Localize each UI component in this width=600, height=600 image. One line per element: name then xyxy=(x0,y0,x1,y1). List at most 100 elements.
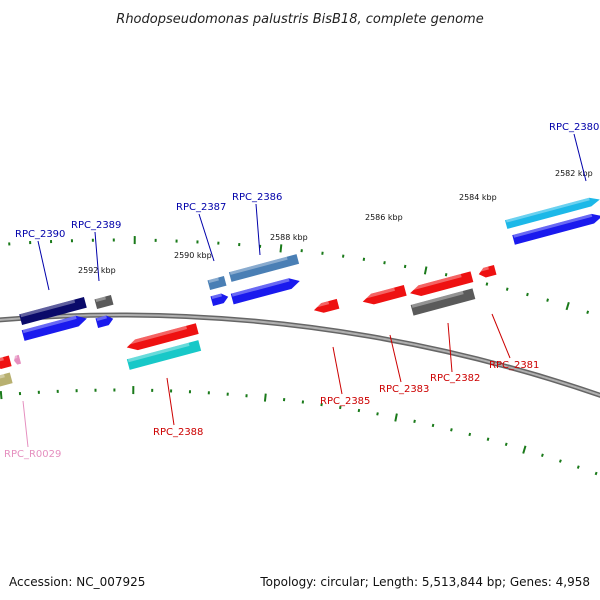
outer-track-tick xyxy=(423,266,428,275)
gene-label-rpc-2388: RPC_2388 xyxy=(153,427,203,438)
outer-track-tick xyxy=(300,249,303,253)
gene-feature-rpc-2381 xyxy=(478,264,497,278)
outer-track-tick xyxy=(444,273,448,277)
gene-feature-rpc-2381-body xyxy=(478,264,497,278)
gene-label-rpc-2389: RPC_2389 xyxy=(71,220,121,231)
outer-track-tick xyxy=(362,257,366,261)
tick-label: 2586 kbp xyxy=(365,213,403,222)
inner-track-tick xyxy=(486,437,490,441)
tick-label: 2582 kbp xyxy=(555,169,593,178)
gene-feature-rpc-2388 xyxy=(126,323,199,351)
tick-label: 2588 kbp xyxy=(270,233,308,242)
gene-feature-rpc-2390-body xyxy=(19,297,87,325)
accession-text: Accession: NC_007925 xyxy=(9,575,145,589)
gene-feature-rpc-2387-b-body xyxy=(210,293,229,307)
genome-summary-text: Topology: circular; Length: 5,513,844 bp… xyxy=(259,575,590,589)
leader-rpc-2380 xyxy=(573,133,587,182)
inner-track-tick xyxy=(94,388,97,392)
gene-feature-rpc-2382-b-body xyxy=(410,288,476,316)
leader-rpc-2387 xyxy=(198,213,215,262)
inner-track-tick xyxy=(320,402,323,407)
outer-track-tick xyxy=(8,242,11,246)
leader-rpc-2390 xyxy=(37,240,50,291)
inner-track-tick xyxy=(541,453,544,457)
leader-rpc-r0029 xyxy=(22,400,29,448)
label-leaders xyxy=(22,133,587,448)
outer-track-tick xyxy=(29,241,32,245)
gene-feature-rpc-2390-b-body xyxy=(21,315,87,341)
leader-rpc-2386 xyxy=(255,203,261,256)
outer-track-tick xyxy=(505,287,509,291)
inner-track-tick xyxy=(357,408,361,413)
outer-track-tick xyxy=(586,310,590,314)
gene-feature-rpc-2388-b xyxy=(126,340,202,370)
gene-feature-rpc-2388-b-body xyxy=(126,340,202,370)
gene-feature-rpc-2380-body xyxy=(504,197,600,229)
inner-track-tick xyxy=(245,394,248,398)
inner-tick-track xyxy=(0,386,598,476)
backbone-shadow xyxy=(0,312,600,399)
outer-track-tick xyxy=(154,238,157,242)
gene-label-rpc-2382: RPC_2382 xyxy=(430,373,480,384)
inner-track-tick xyxy=(226,392,229,396)
inner-track-tick xyxy=(576,465,580,469)
inner-track-tick xyxy=(504,442,508,447)
outer-track-tick xyxy=(196,240,199,244)
inner-track-tick xyxy=(0,390,3,400)
inner-track-tick xyxy=(132,386,135,395)
leader-rpc-2389 xyxy=(94,231,100,282)
gene-label-rpc-2385: RPC_2385 xyxy=(320,396,370,407)
gene-feature-rpc-2389-body xyxy=(94,294,114,310)
gene-feature-rpc-2380-b-body xyxy=(512,213,600,245)
gene-feature-edge-olive xyxy=(0,372,13,388)
inner-track-tick xyxy=(450,428,453,432)
leader-rpc-2383 xyxy=(389,334,402,383)
outer-track-tick xyxy=(383,261,386,265)
gene-feature-rpc-2387-highlight xyxy=(208,277,219,284)
gene-feature-rpc-2389-b xyxy=(95,315,114,329)
gene-feature-rpc-2380-b xyxy=(512,213,600,245)
outer-track-tick xyxy=(546,298,549,302)
inner-track-tick xyxy=(468,432,472,437)
inner-track-tick xyxy=(207,391,210,395)
inner-track-tick xyxy=(301,400,305,404)
inner-track-tick xyxy=(151,388,154,392)
inner-track-tick xyxy=(75,389,78,393)
inner-track-tick xyxy=(413,419,416,424)
gene-label-rpc-2390: RPC_2390 xyxy=(15,229,65,240)
inner-track-tick xyxy=(558,459,562,463)
gene-feature-rpc-2387-body xyxy=(207,275,227,291)
gene-feature-rpc-2390-b-highlight xyxy=(22,315,77,334)
outer-track-tick xyxy=(133,236,136,245)
gene-feature-rpc-2386-b-highlight xyxy=(231,278,290,297)
inner-track-tick xyxy=(376,412,379,416)
gene-feature-rpc-2382-highlight xyxy=(409,273,462,291)
inner-track-tick xyxy=(594,471,598,476)
gene-feature-rpc-2386-b-body xyxy=(230,278,300,305)
outer-track-tick xyxy=(49,239,53,244)
inner-track-tick xyxy=(339,405,342,410)
inner-track-tick xyxy=(18,392,22,396)
gene-feature-rpc-2390-highlight xyxy=(20,299,76,318)
inner-track-tick xyxy=(113,388,116,392)
leader-rpc-2381 xyxy=(491,313,511,359)
outer-tick-track xyxy=(8,236,590,314)
outer-track-tick xyxy=(238,243,241,247)
leader-rpc-2385 xyxy=(332,346,343,395)
gene-feature-rpc-2383-highlight xyxy=(362,287,396,300)
gene-feature-rpc-2388-highlight xyxy=(126,325,188,346)
gene-feature-rpc-2388-b-highlight xyxy=(127,342,190,363)
gene-feature-rpc-r0029 xyxy=(13,354,22,365)
gene-feature-rpc-2381-highlight xyxy=(478,266,489,273)
gene-feature-edge-red xyxy=(0,355,12,369)
gene-label-rpc-2381: RPC_2381 xyxy=(489,360,539,371)
outer-track-tick xyxy=(526,292,529,297)
gene-feature-edge-olive-highlight xyxy=(0,374,5,380)
gene-feature-rpc-2388-body xyxy=(126,323,199,351)
gene-label-rpc-2386: RPC_2386 xyxy=(232,192,282,203)
tick-labels: 2582 kbp 2584 kbp 2586 kbp 2588 kbp 2590 kbp… xyxy=(78,169,593,275)
leader-rpc-2382 xyxy=(447,322,453,373)
gene-feature-rpc-2385 xyxy=(313,298,340,313)
